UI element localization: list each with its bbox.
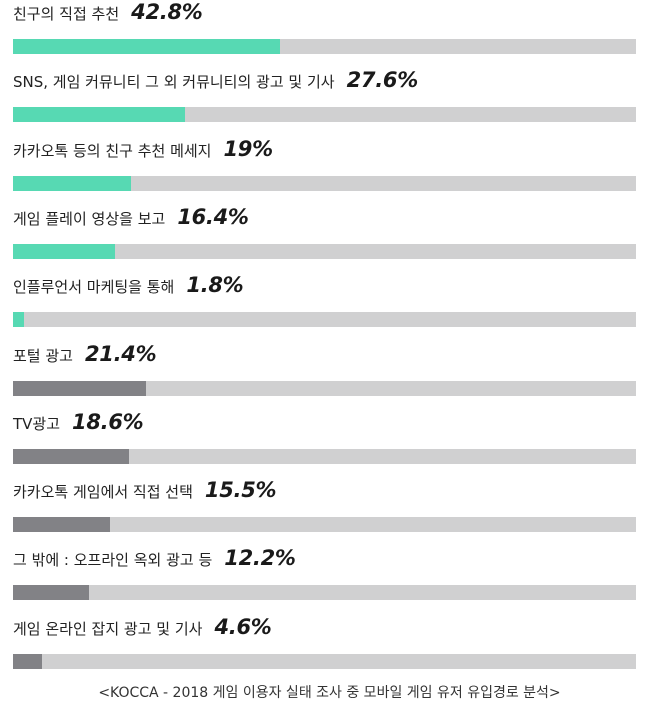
bar-track xyxy=(13,175,636,191)
bar-row: TV광고 18.6% xyxy=(0,410,659,470)
bar-label: 카카오톡 게임에서 직접 선택 xyxy=(13,483,193,502)
bar-label: 게임 플레이 영상을 보고 xyxy=(13,209,166,228)
bar-label-line: 그 밖에 : 오프라인 옥외 광고 등 12.2% xyxy=(13,546,296,578)
bar-value-label: 1.8% xyxy=(186,273,244,298)
bar-value-label: 42.8% xyxy=(131,0,203,24)
bar-value-label: 27.6% xyxy=(346,68,419,93)
bar-track xyxy=(13,653,636,669)
bar-row: 게임 플레이 영상을 보고 16.4% xyxy=(0,205,659,265)
bar-value-label: 18.6% xyxy=(72,409,144,434)
bar-track xyxy=(13,380,636,396)
bar-track xyxy=(13,39,636,54)
bar-label: 친구의 직접 추천 xyxy=(13,5,120,23)
bar-fill xyxy=(13,448,129,464)
bar-label-line: 포털 광고 21.4% xyxy=(13,341,157,374)
bar-fill xyxy=(13,312,25,328)
bar-track xyxy=(13,243,636,259)
bar-row: 게임 온라인 잡지 광고 및 기사 4.6% xyxy=(0,615,659,675)
bar-row: 포털 광고 21.4% xyxy=(0,342,659,402)
bar-fill xyxy=(13,243,116,259)
bar-label-line: TV광고 18.6% xyxy=(13,409,144,442)
bar-fill xyxy=(13,585,89,601)
bar-track xyxy=(13,585,636,601)
bar-row: 그 밖에 : 오프라인 옥외 광고 등 12.2% xyxy=(0,546,659,606)
bar-row: 카카오톡 등의 친구 추천 메세지 19% xyxy=(0,137,659,197)
bar-fill xyxy=(13,517,110,533)
bar-label: TV광고 xyxy=(13,414,61,433)
bar-value-label: 19% xyxy=(223,136,273,161)
bar-label-line: 친구의 직접 추천 42.8% xyxy=(13,0,203,32)
bar-label-line: SNS, 게임 커뮤니티 그 외 커뮤니티의 광고 및 기사 27.6% xyxy=(13,68,418,100)
bar-fill xyxy=(13,380,147,396)
bar-label: 카카오톡 등의 친구 추천 메세지 xyxy=(13,141,212,160)
bar-label: 그 밖에 : 오프라인 옥외 광고 등 xyxy=(13,551,213,570)
bar-label-line: 카카오톡 등의 친구 추천 메세지 19% xyxy=(13,137,273,169)
bar-track xyxy=(13,312,636,328)
bar-row: 친구의 직접 추천 42.8% xyxy=(0,0,659,60)
bar-fill xyxy=(13,175,132,191)
bar-row: 인플루언서 마케팅을 통해 1.8% xyxy=(0,273,659,333)
source-caption: <KOCCA - 2018 게임 이용자 실태 조사 중 모바일 게임 유저 유… xyxy=(98,685,561,701)
bar-track xyxy=(13,107,636,123)
bar-label: SNS, 게임 커뮤니티 그 외 커뮤니티의 광고 및 기사 xyxy=(13,73,335,92)
bar-value-label: 16.4% xyxy=(177,204,249,229)
bar-value-label: 15.5% xyxy=(204,478,277,503)
bar-value-label: 12.2% xyxy=(224,546,296,571)
bar-fill xyxy=(13,39,280,54)
bar-value-label: 4.6% xyxy=(214,614,272,639)
bar-fill xyxy=(13,107,185,123)
bar-label: 인플루언서 마케팅을 통해 xyxy=(13,278,175,297)
bar-label: 포털 광고 xyxy=(13,346,73,365)
bar-label-line: 인플루언서 마케팅을 통해 1.8% xyxy=(13,273,244,305)
bar-label-line: 카카오톡 게임에서 직접 선택 15.5% xyxy=(13,478,277,510)
bar-value-label: 21.4% xyxy=(84,341,157,366)
bar-fill xyxy=(13,653,42,669)
bar-label: 게임 온라인 잡지 광고 및 기사 xyxy=(13,619,203,638)
bar-track xyxy=(13,448,636,464)
bar-row: SNS, 게임 커뮤니티 그 외 커뮤니티의 광고 및 기사 27.6% xyxy=(0,68,659,128)
bar-track xyxy=(13,517,636,533)
bar-label-line: 게임 온라인 잡지 광고 및 기사 4.6% xyxy=(13,615,272,647)
bar-row: 카카오톡 게임에서 직접 선택 15.5% xyxy=(0,478,659,538)
bar-label-line: 게임 플레이 영상을 보고 16.4% xyxy=(13,205,249,237)
